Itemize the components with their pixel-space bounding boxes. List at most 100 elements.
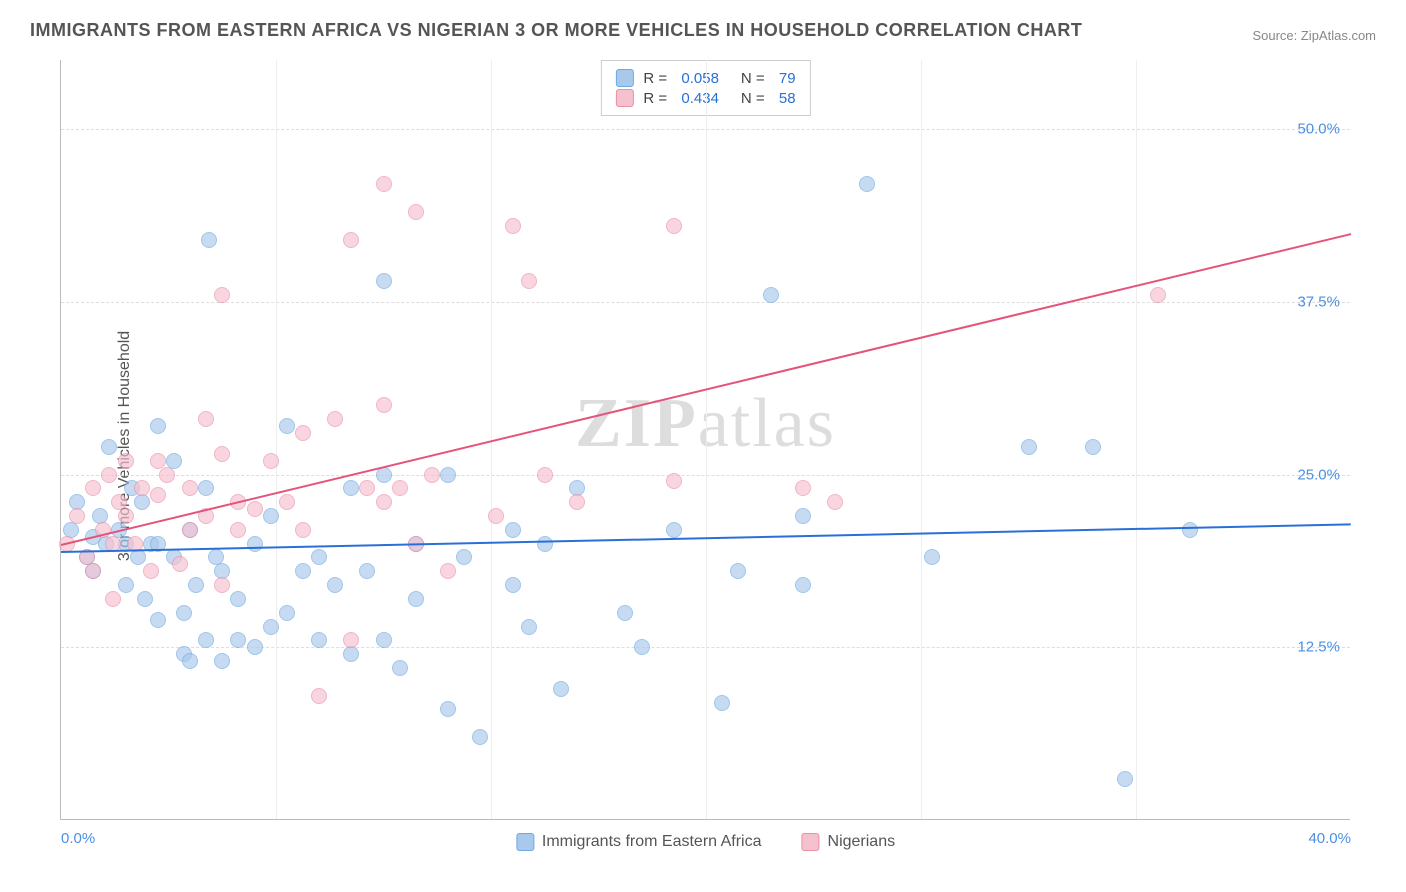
data-point	[295, 563, 311, 579]
data-point	[230, 522, 246, 538]
data-point	[188, 577, 204, 593]
data-point	[521, 619, 537, 635]
data-point	[408, 591, 424, 607]
data-point	[295, 425, 311, 441]
data-point	[176, 605, 192, 621]
legend-swatch	[615, 89, 633, 107]
data-point	[569, 494, 585, 510]
data-point	[666, 473, 682, 489]
data-point	[359, 480, 375, 496]
data-point	[230, 591, 246, 607]
data-point	[182, 522, 198, 538]
y-tick-label: 25.0%	[1297, 466, 1340, 483]
data-point	[666, 218, 682, 234]
data-point	[279, 605, 295, 621]
data-point	[327, 577, 343, 593]
data-point	[327, 411, 343, 427]
data-point	[118, 508, 134, 524]
data-point	[392, 480, 408, 496]
data-point	[795, 480, 811, 496]
y-tick-label: 37.5%	[1297, 293, 1340, 310]
data-point	[714, 695, 730, 711]
data-point	[263, 508, 279, 524]
data-point	[279, 418, 295, 434]
chart-title: IMMIGRANTS FROM EASTERN AFRICA VS NIGERI…	[30, 20, 1082, 41]
data-point	[537, 467, 553, 483]
data-point	[617, 605, 633, 621]
source-label: Source: ZipAtlas.com	[1252, 28, 1376, 43]
data-point	[134, 494, 150, 510]
data-point	[85, 563, 101, 579]
data-point	[440, 701, 456, 717]
data-point	[198, 411, 214, 427]
data-point	[101, 439, 117, 455]
data-point	[214, 653, 230, 669]
data-point	[1150, 287, 1166, 303]
data-point	[69, 508, 85, 524]
data-point	[859, 176, 875, 192]
data-point	[118, 577, 134, 593]
legend-label: Immigrants from Eastern Africa	[542, 833, 762, 851]
data-point	[247, 536, 263, 552]
data-point	[150, 612, 166, 628]
legend-r-value: 0.058	[681, 70, 719, 87]
data-point	[143, 563, 159, 579]
data-point	[214, 577, 230, 593]
data-point	[85, 480, 101, 496]
data-point	[247, 639, 263, 655]
data-point	[376, 632, 392, 648]
data-point	[505, 577, 521, 593]
data-point	[263, 619, 279, 635]
data-point	[130, 549, 146, 565]
data-point	[537, 536, 553, 552]
gridline-v	[921, 60, 922, 819]
legend-label: Nigerians	[828, 833, 896, 851]
data-point	[376, 176, 392, 192]
data-point	[137, 591, 153, 607]
data-point	[440, 563, 456, 579]
data-point	[105, 591, 121, 607]
data-point	[795, 577, 811, 593]
data-point	[730, 563, 746, 579]
x-tick-label: 40.0%	[1308, 830, 1351, 847]
data-point	[247, 501, 263, 517]
data-point	[343, 232, 359, 248]
data-point	[134, 480, 150, 496]
data-point	[101, 467, 117, 483]
data-point	[159, 467, 175, 483]
y-tick-label: 12.5%	[1297, 639, 1340, 656]
plot-area: ZIPatlas R =0.058N =79R =0.434N =58 Immi…	[60, 60, 1350, 820]
data-point	[795, 508, 811, 524]
gridline-v	[1136, 60, 1137, 819]
data-point	[343, 646, 359, 662]
legend-n-value: 79	[779, 70, 796, 87]
data-point	[456, 549, 472, 565]
legend-r-value: 0.434	[681, 90, 719, 107]
data-point	[214, 287, 230, 303]
data-point	[150, 487, 166, 503]
legend-n-prefix: N =	[741, 70, 769, 87]
data-point	[1085, 439, 1101, 455]
legend-item: Nigerians	[802, 833, 896, 851]
data-point	[1182, 522, 1198, 538]
data-point	[311, 632, 327, 648]
legend-r-prefix: R =	[643, 90, 671, 107]
data-point	[182, 480, 198, 496]
data-point	[666, 522, 682, 538]
data-point	[408, 204, 424, 220]
legend-item: Immigrants from Eastern Africa	[516, 833, 762, 851]
data-point	[376, 273, 392, 289]
data-point	[376, 494, 392, 510]
data-point	[1117, 771, 1133, 787]
x-tick-label: 0.0%	[61, 830, 95, 847]
data-point	[230, 632, 246, 648]
y-tick-label: 50.0%	[1297, 121, 1340, 138]
data-point	[343, 632, 359, 648]
data-point	[1021, 439, 1037, 455]
data-point	[505, 218, 521, 234]
data-point	[295, 522, 311, 538]
data-point	[198, 632, 214, 648]
data-point	[440, 467, 456, 483]
data-point	[311, 688, 327, 704]
data-point	[827, 494, 843, 510]
